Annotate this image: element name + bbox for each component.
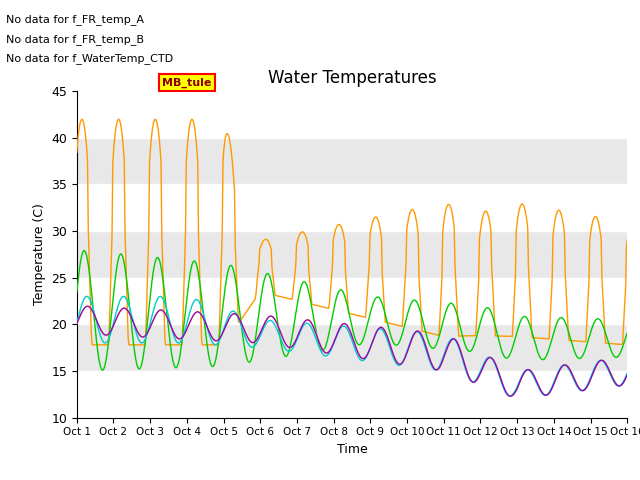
Legend: FR_temp_C, FD_Temp_1, WaterT, CondTemp, MDTemp_A: FR_temp_C, FD_Temp_1, WaterT, CondTemp, … xyxy=(110,475,594,480)
X-axis label: Time: Time xyxy=(337,443,367,456)
Y-axis label: Temperature (C): Temperature (C) xyxy=(33,204,45,305)
Bar xyxy=(77,184,627,231)
Bar xyxy=(77,91,627,138)
Bar xyxy=(77,231,627,278)
Text: No data for f_FR_temp_B: No data for f_FR_temp_B xyxy=(6,34,145,45)
Bar xyxy=(77,324,627,371)
Text: MB_tule: MB_tule xyxy=(162,78,211,88)
Bar xyxy=(77,371,627,418)
Bar xyxy=(77,278,627,324)
Text: No data for f_WaterTemp_CTD: No data for f_WaterTemp_CTD xyxy=(6,53,173,64)
Text: No data for f_FR_temp_A: No data for f_FR_temp_A xyxy=(6,14,145,25)
Bar xyxy=(77,138,627,184)
Title: Water Temperatures: Water Temperatures xyxy=(268,69,436,87)
